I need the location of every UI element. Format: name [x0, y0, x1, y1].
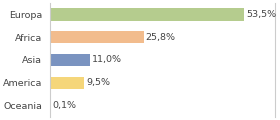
Bar	[50, 31, 144, 43]
Text: 25,8%: 25,8%	[145, 33, 175, 42]
Bar	[50, 8, 244, 21]
Text: 0,1%: 0,1%	[52, 101, 76, 110]
Text: 9,5%: 9,5%	[86, 78, 110, 87]
Text: 11,0%: 11,0%	[92, 55, 122, 64]
Bar	[50, 54, 90, 66]
Text: 53,5%: 53,5%	[246, 10, 276, 19]
Bar	[50, 77, 84, 89]
